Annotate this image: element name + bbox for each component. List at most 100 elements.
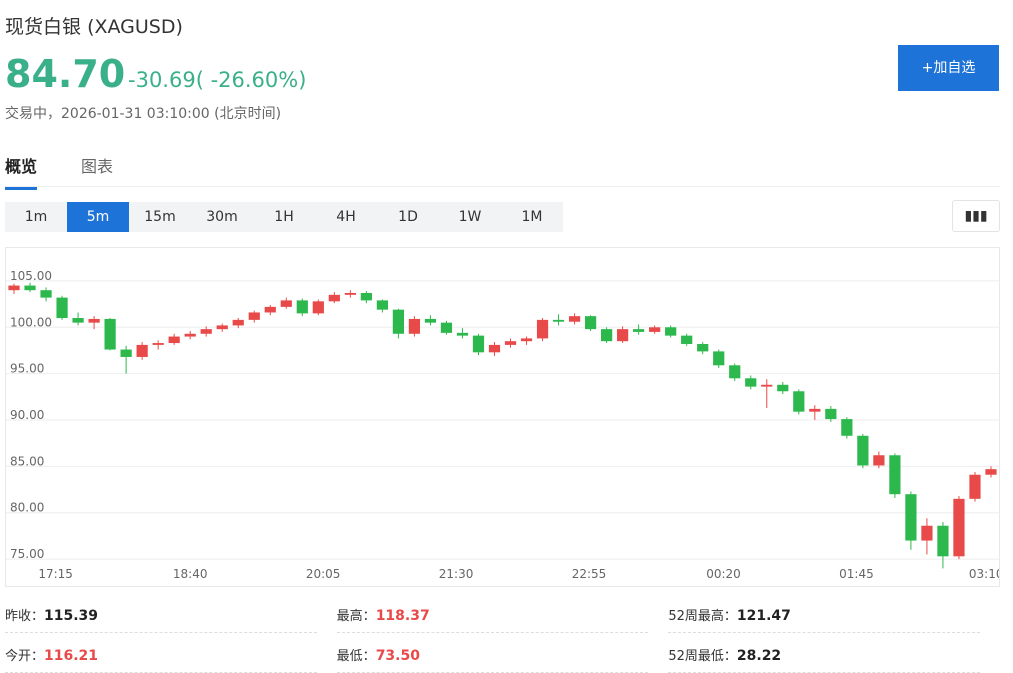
- candle-body: [472, 335, 485, 353]
- y-tick-label: 75.00: [10, 547, 44, 561]
- period-button[interactable]: 15m: [144, 209, 176, 225]
- tab[interactable]: 图表: [81, 157, 114, 176]
- y-tick-label: 100.00: [10, 315, 52, 329]
- candle-body: [408, 318, 421, 334]
- change-pct: ( -26.60%): [195, 68, 307, 92]
- stat: 最低：73.50: [336, 645, 649, 673]
- y-tick-label: 85.00: [10, 454, 44, 468]
- candle-body: [633, 329, 645, 332]
- candle-body: [296, 300, 308, 314]
- candle-body: [24, 285, 36, 291]
- status-line: 交易中，2026-01-31 03:10:00 (北京时间): [5, 103, 281, 123]
- period-bar: 1m 5m 15m 30m 1H 4H 1D 1W 1M: [5, 202, 563, 232]
- candle-body: [713, 351, 725, 366]
- candle-body: [649, 327, 661, 332]
- candle-body: [985, 469, 997, 475]
- candle-body: [344, 292, 356, 295]
- period-button[interactable]: 1H: [274, 209, 294, 225]
- candle-body: [248, 312, 260, 320]
- stat-label: 今开：: [5, 649, 45, 664]
- candle-body: [552, 319, 565, 322]
- time: 2026-01-31 03:10:00: [61, 106, 210, 122]
- candle-body: [953, 498, 965, 557]
- period-button[interactable]: 5m: [67, 202, 129, 232]
- candle-body: [777, 384, 789, 392]
- x-tick-label: 00:20: [706, 567, 741, 581]
- y-tick-label: 95.00: [10, 362, 44, 376]
- candle-body: [200, 329, 212, 334]
- candle-body: [88, 318, 100, 323]
- stat-label: 52周最低：: [668, 649, 737, 664]
- candle-body: [280, 300, 292, 307]
- x-tick-label: 17:15: [38, 567, 73, 581]
- stat-value: 28.22: [736, 648, 782, 664]
- period-button[interactable]: 4H: [336, 209, 356, 225]
- add-watchlist-button[interactable]: +加自选: [898, 45, 999, 91]
- stat: 今开：116.21: [5, 645, 317, 673]
- chart: 75.00 80.00 85.00 90.00 95.00 100.00 105.00 17:…: [5, 247, 1000, 587]
- candle-body: [584, 316, 597, 330]
- candle-body: [600, 329, 613, 342]
- stat-value: 116.21: [44, 648, 99, 664]
- candle-body: [697, 343, 709, 352]
- period-button[interactable]: 30m: [206, 209, 238, 225]
- y-tick-label: 90.00: [10, 408, 44, 422]
- candle-body: [568, 316, 581, 322]
- x-tick-label: 21:30: [439, 567, 474, 581]
- x-tick-label: 03:10: [969, 567, 1000, 581]
- x-tick-label: 01:45: [839, 567, 874, 581]
- candle-body: [392, 309, 405, 334]
- candle-body: [857, 435, 869, 466]
- candle-body: [841, 419, 853, 436]
- period-button[interactable]: 1m: [24, 209, 48, 225]
- title: 现货白银 (XAGUSD): [5, 12, 183, 39]
- candle-body: [152, 343, 164, 345]
- candle-body: [40, 290, 52, 298]
- candle-body: [360, 292, 372, 301]
- candle-body: [793, 391, 805, 412]
- candle-body: [440, 322, 453, 333]
- tab[interactable]: 概览: [5, 153, 38, 190]
- candle-body: [520, 338, 533, 342]
- stat: 52周最低：28.22: [668, 645, 981, 673]
- y-tick-label: 105.00: [10, 269, 52, 283]
- candle-body: [424, 318, 437, 323]
- chart-type-button[interactable]: ▮▮▮: [952, 200, 1000, 232]
- candle-body: [184, 333, 196, 337]
- stat-label: 最低：: [336, 649, 376, 664]
- candle-body: [312, 301, 324, 314]
- candle-body: [617, 329, 629, 342]
- y-tick-label: 80.00: [10, 501, 44, 515]
- candle-body: [921, 525, 933, 541]
- candle-body: [729, 365, 741, 379]
- candle-body: [937, 525, 949, 557]
- stat: 最高：118.37: [336, 605, 649, 633]
- stat: 52周最高：121.47: [668, 605, 981, 633]
- timezone: (北京时间): [214, 106, 282, 122]
- stat-value: 73.50: [375, 648, 420, 664]
- candle-body: [216, 325, 228, 330]
- stat-label: 昨收：: [5, 609, 45, 624]
- x-tick-label: 20:05: [306, 567, 341, 581]
- x-tick-label: 18:40: [173, 567, 208, 581]
- period-button[interactable]: 1D: [398, 209, 418, 225]
- name: 现货白银: [5, 16, 82, 38]
- period-button[interactable]: 1W: [458, 209, 482, 225]
- candle-body: [8, 285, 20, 291]
- candle-body: [809, 408, 821, 412]
- candle-body: [873, 455, 885, 466]
- candle-body: [456, 332, 469, 336]
- stats-row: 昨收：115.39 最高：118.37 52周最高：121.47: [5, 605, 1000, 633]
- candle-body: [825, 408, 837, 420]
- candle-body: [504, 341, 517, 345]
- candle-body: [681, 335, 693, 344]
- change-value: -30.69: [128, 68, 196, 92]
- status: 交易中，: [5, 106, 61, 122]
- symbol: (XAGUSD): [87, 16, 183, 38]
- stat-value: 115.39: [44, 608, 99, 624]
- x-tick-label: 22:55: [572, 567, 607, 581]
- candle-body: [889, 455, 901, 495]
- period-button[interactable]: 1M: [521, 209, 543, 225]
- candle-body: [120, 349, 132, 357]
